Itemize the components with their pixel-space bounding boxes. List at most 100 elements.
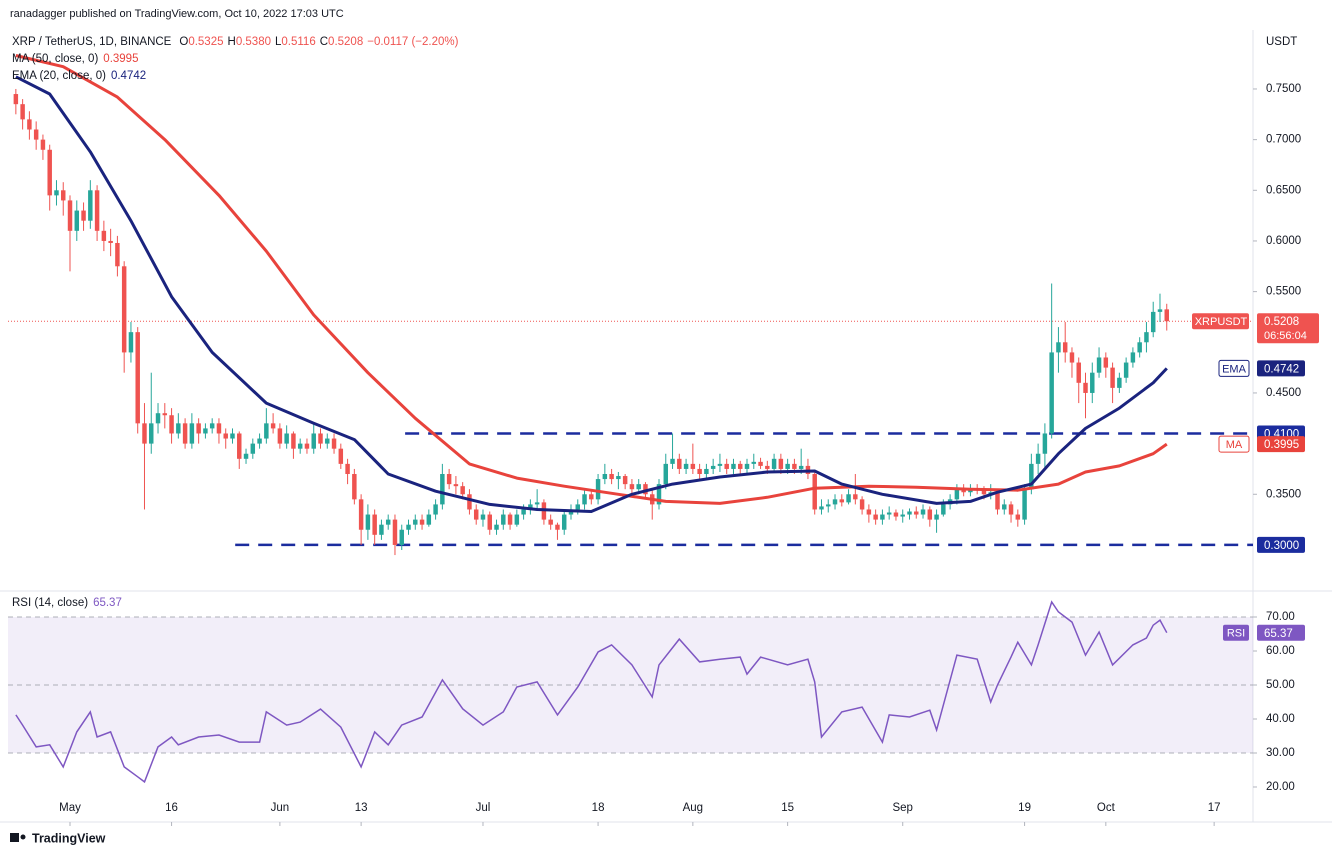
symbol-legend: XRP / TetherUS, 1D, BINANCE O0.5325 H0.538… (12, 36, 459, 48)
candle-body (216, 423, 222, 434)
rsi-name-box (1223, 624, 1249, 641)
candle-body (1056, 342, 1061, 353)
candle-body (656, 484, 662, 505)
candle-body (1090, 372, 1095, 393)
candle-body (1062, 342, 1068, 353)
candle-body (494, 524, 499, 530)
x-tick-label: Oct (1097, 802, 1116, 814)
candle-body (839, 499, 845, 503)
candle-body (683, 463, 689, 469)
candle-body (629, 484, 635, 490)
candle-body (582, 494, 587, 505)
rsi-tick-label: 60.00 (1266, 645, 1295, 657)
candle-body (1130, 352, 1136, 363)
candle-body (744, 463, 750, 469)
line-tag (1257, 360, 1305, 377)
price-tag-countdown: 06:56:04 (1264, 330, 1307, 342)
publish-header: ranadagger published on TradingView.com,… (10, 8, 344, 20)
candle-body (704, 468, 709, 475)
candle-body (792, 463, 797, 469)
candle-body (771, 458, 777, 469)
candle-body (392, 519, 398, 545)
candle-body (1150, 311, 1156, 333)
rsi-tick-label: 70.00 (1266, 611, 1295, 623)
candle-body (446, 474, 452, 485)
candle-body (277, 428, 283, 444)
line-name: MA (1226, 439, 1243, 451)
candle-body (176, 423, 181, 434)
candle-body (13, 94, 19, 105)
candle-body (717, 463, 723, 466)
rsi-tick-label: 40.00 (1266, 713, 1295, 725)
candle-body (934, 514, 939, 520)
candle-body (325, 438, 330, 444)
candle-body (961, 489, 966, 493)
candle-body (1123, 362, 1129, 378)
y-tick-label: 0.5500 (1266, 286, 1301, 298)
candle-body (710, 465, 716, 469)
candle-body (331, 438, 337, 449)
candle-body (751, 461, 757, 464)
candle-body (88, 190, 93, 221)
candle-body (142, 423, 147, 444)
candle-body (826, 504, 831, 507)
candle-body (1035, 453, 1041, 464)
indicator-line (15, 75, 1168, 513)
candle-body (284, 433, 289, 444)
rsi-legend: RSI (14, close) 65.37 (12, 597, 122, 609)
candle-body (270, 423, 276, 429)
candle-body (853, 494, 858, 500)
candle-body (866, 509, 872, 515)
symbol: XRP / TetherUS, 1D, BINANCE (12, 36, 172, 48)
candle-body (74, 210, 80, 231)
candle-body (230, 433, 235, 439)
candle-body (189, 423, 195, 444)
candle-body (954, 489, 960, 500)
candle-body (203, 428, 208, 434)
candle-body (812, 474, 817, 510)
candle-body (785, 463, 790, 469)
x-tick-label: Jun (271, 802, 290, 814)
line-name-box (1218, 359, 1250, 377)
candle-body (1029, 463, 1034, 490)
candle-body (981, 490, 987, 495)
candle-body (311, 433, 316, 449)
x-tick-label: Sep (892, 802, 912, 814)
indicator-legend-value: 0.4742 (111, 70, 146, 82)
candle-body (40, 139, 46, 150)
line-name-box (1218, 435, 1250, 453)
candle-body (406, 524, 411, 530)
candle-body (886, 512, 892, 515)
candle-body (385, 519, 391, 525)
candle-body (47, 149, 52, 196)
candle-body (663, 463, 669, 485)
candle-body (264, 423, 269, 439)
candle-body (690, 463, 696, 469)
candle-body (534, 502, 540, 505)
candle-body (1157, 309, 1163, 312)
candle-body (352, 474, 357, 500)
y-tick-label: 0.4500 (1266, 387, 1301, 399)
line-tag-value: 0.4742 (1264, 363, 1299, 375)
candle-body (169, 415, 174, 434)
candle-body (426, 514, 432, 525)
level-tag (1257, 536, 1305, 553)
candle-body (101, 230, 107, 241)
candle-body (358, 499, 364, 530)
candle-body (643, 484, 648, 495)
rsi-tag (1257, 624, 1305, 641)
candle-body (1042, 433, 1048, 454)
candle-body (480, 514, 486, 520)
price-tag (1257, 313, 1319, 344)
candle-body (616, 476, 621, 480)
candle-body (115, 242, 120, 267)
candle-body (575, 504, 580, 510)
line-tag (1257, 436, 1305, 453)
ohlc-key: L (275, 36, 282, 48)
candle-body (1103, 357, 1109, 368)
symbol-tag (1192, 313, 1249, 330)
candle-body (297, 443, 303, 449)
y-tick-label: 0.6000 (1266, 235, 1301, 247)
